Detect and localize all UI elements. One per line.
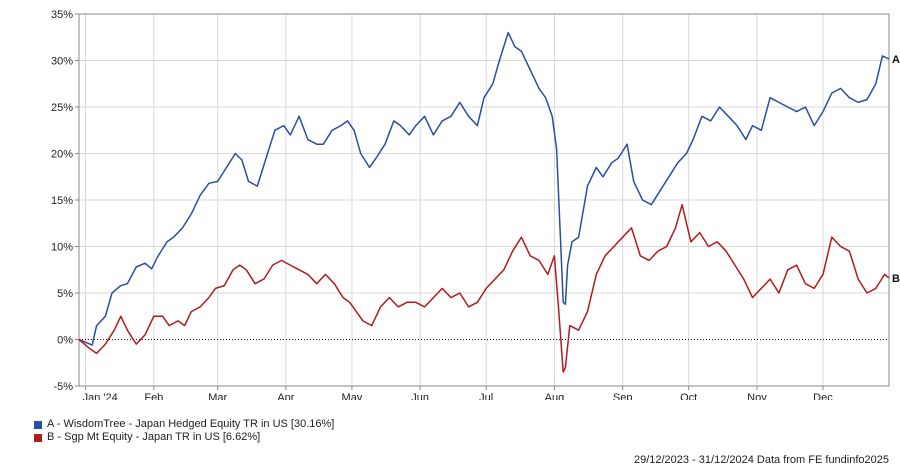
series-end-labels: AB <box>892 54 900 285</box>
x-tick-label: Dec <box>813 392 833 400</box>
legend-label-b: B - Sgp Mt Equity - Japan TR in US [6.62… <box>47 431 261 443</box>
legend-item-b[interactable]: B - Sgp Mt Equity - Japan TR in US [6.62… <box>34 431 334 444</box>
x-tick-label: Jun <box>411 392 429 400</box>
legend-swatch-b <box>34 433 42 442</box>
legend-swatch-a <box>34 420 42 429</box>
legend-label-a: A - WisdomTree - Japan Hedged Equity TR … <box>47 418 335 430</box>
x-tick-label: Sep <box>613 392 633 400</box>
series-line-b <box>78 203 890 373</box>
footer-source: Data from FE fundinfo2025 <box>756 454 889 466</box>
series-lines <box>78 31 890 373</box>
series-end-label-b: B <box>892 273 900 285</box>
x-tick-label: Nov <box>747 392 767 400</box>
y-tick-label: -5% <box>53 381 73 393</box>
y-axis-ticks: -5% 0% 5% 10% 15% 20% 25% 30% 35% <box>51 9 79 393</box>
x-tick-label: May <box>342 392 363 400</box>
x-tick-label: Aug <box>545 392 565 400</box>
footer: 29/12/2023 - 31/12/2024 Data from FE fun… <box>634 454 889 466</box>
x-tick-label: Oct <box>680 392 697 400</box>
series-end-label-a: A <box>892 54 900 66</box>
legend: A - WisdomTree - Japan Hedged Equity TR … <box>34 418 334 444</box>
x-tick-label: Apr <box>277 392 294 400</box>
legend-item-a[interactable]: A - WisdomTree - Japan Hedged Equity TR … <box>34 418 334 431</box>
y-tick-label: 20% <box>51 149 73 161</box>
y-tick-label: 5% <box>57 288 73 300</box>
y-tick-label: 10% <box>51 242 73 254</box>
y-tick-label: 30% <box>51 56 73 68</box>
y-tick-label: 35% <box>51 9 73 21</box>
x-tick-label: Feb <box>144 392 163 400</box>
x-tick-label: Jul <box>479 392 493 400</box>
x-tick-label: Mar <box>208 392 227 400</box>
series-line-a <box>78 31 890 346</box>
grid-lines <box>79 13 889 387</box>
footer-date-range: 29/12/2023 - 31/12/2024 <box>633 454 754 466</box>
y-tick-label: 0% <box>57 335 73 347</box>
y-tick-label: 15% <box>51 195 73 207</box>
x-axis-ticks: Jan '24 Feb Mar Apr May Jun Jul Aug Sep Oct Nov Dec <box>83 386 833 400</box>
y-tick-label: 25% <box>51 102 73 114</box>
x-tick-label: Jan '24 <box>83 392 118 400</box>
performance-line-chart: -5% 0% 5% 10% 15% 20% 25% 30% 35% Jan '24 Feb Mar A… <box>51 9 900 400</box>
